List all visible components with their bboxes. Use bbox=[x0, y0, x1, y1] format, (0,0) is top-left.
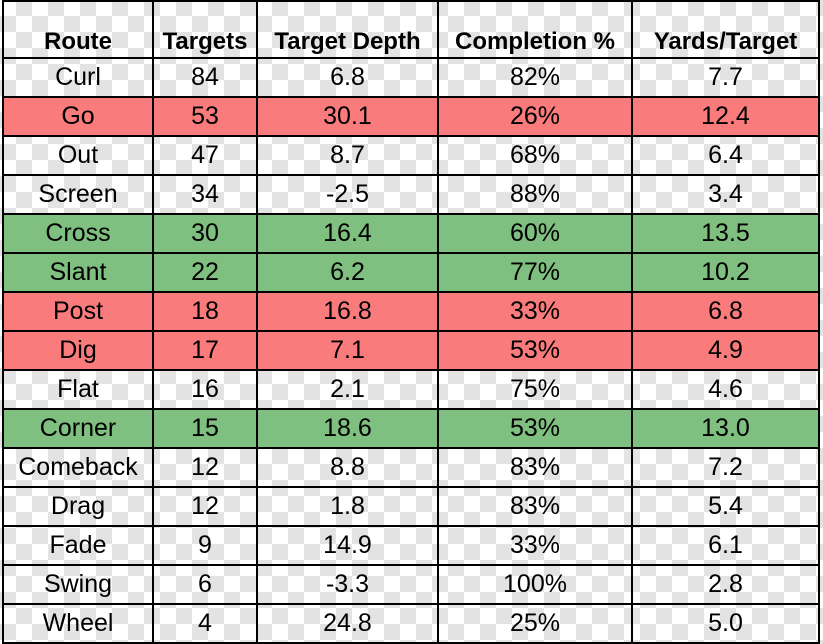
yards-per-target-cell: 2.8 bbox=[631, 564, 820, 605]
table-row: Post 18 16.8 33% 6.8 bbox=[2, 291, 820, 332]
table-row: Dig 17 7.1 53% 4.9 bbox=[2, 330, 820, 371]
route-cell: Post bbox=[2, 291, 154, 332]
table-row: Wheel 4 24.8 25% 5.0 bbox=[2, 603, 820, 644]
header-targets: Targets bbox=[152, 0, 258, 59]
targets-cell: 30 bbox=[152, 213, 258, 254]
route-cell: Slant bbox=[2, 252, 154, 293]
table-row: Slant 22 6.2 77% 10.2 bbox=[2, 252, 820, 293]
route-cell: Drag bbox=[2, 486, 154, 527]
completion-cell: 82% bbox=[437, 57, 633, 98]
yards-per-target-cell: 13.0 bbox=[631, 408, 820, 449]
completion-cell: 26% bbox=[437, 96, 633, 137]
depth-cell: 14.9 bbox=[256, 525, 439, 566]
targets-cell: 4 bbox=[152, 603, 258, 644]
table-row: Fade 9 14.9 33% 6.1 bbox=[2, 525, 820, 566]
completion-cell: 68% bbox=[437, 135, 633, 176]
yards-per-target-cell: 3.4 bbox=[631, 174, 820, 215]
yards-per-target-cell: 5.4 bbox=[631, 486, 820, 527]
yards-per-target-cell: 7.2 bbox=[631, 447, 820, 488]
completion-cell: 77% bbox=[437, 252, 633, 293]
table-row: Swing 6 -3.3 100% 2.8 bbox=[2, 564, 820, 605]
targets-cell: 9 bbox=[152, 525, 258, 566]
depth-cell: 7.1 bbox=[256, 330, 439, 371]
targets-cell: 16 bbox=[152, 369, 258, 410]
route-cell: Out bbox=[2, 135, 154, 176]
header-yards-per-target: Yards/Target bbox=[631, 0, 820, 59]
completion-cell: 83% bbox=[437, 447, 633, 488]
targets-cell: 15 bbox=[152, 408, 258, 449]
table-row: Corner 15 18.6 53% 13.0 bbox=[2, 408, 820, 449]
route-cell: Fade bbox=[2, 525, 154, 566]
depth-cell: 8.8 bbox=[256, 447, 439, 488]
targets-cell: 18 bbox=[152, 291, 258, 332]
table-body: Curl 84 6.8 82% 7.7 Go 53 30.1 26% 12.4 Out 47 8.7 68… bbox=[2, 57, 820, 644]
table-row: Screen 34 -2.5 88% 3.4 bbox=[2, 174, 820, 215]
depth-cell: -3.3 bbox=[256, 564, 439, 605]
yards-per-target-cell: 13.5 bbox=[631, 213, 820, 254]
route-cell: Dig bbox=[2, 330, 154, 371]
route-cell: Swing bbox=[2, 564, 154, 605]
route-cell: Flat bbox=[2, 369, 154, 410]
targets-cell: 17 bbox=[152, 330, 258, 371]
depth-cell: 16.8 bbox=[256, 291, 439, 332]
depth-cell: 1.8 bbox=[256, 486, 439, 527]
targets-cell: 6 bbox=[152, 564, 258, 605]
route-cell: Cross bbox=[2, 213, 154, 254]
completion-cell: 25% bbox=[437, 603, 633, 644]
route-cell: Screen bbox=[2, 174, 154, 215]
header-route: Route bbox=[2, 0, 154, 59]
yards-per-target-cell: 7.7 bbox=[631, 57, 820, 98]
yards-per-target-cell: 6.4 bbox=[631, 135, 820, 176]
completion-cell: 83% bbox=[437, 486, 633, 527]
depth-cell: 18.6 bbox=[256, 408, 439, 449]
table-row: Cross 30 16.4 60% 13.5 bbox=[2, 213, 820, 254]
route-cell: Wheel bbox=[2, 603, 154, 644]
table-row: Out 47 8.7 68% 6.4 bbox=[2, 135, 820, 176]
header-row: Route Targets Target Depth Completion % … bbox=[2, 0, 820, 59]
yards-per-target-cell: 4.9 bbox=[631, 330, 820, 371]
yards-per-target-cell: 5.0 bbox=[631, 603, 820, 644]
yards-per-target-cell: 10.2 bbox=[631, 252, 820, 293]
route-cell: Corner bbox=[2, 408, 154, 449]
completion-cell: 88% bbox=[437, 174, 633, 215]
route-cell: Curl bbox=[2, 57, 154, 98]
completion-cell: 60% bbox=[437, 213, 633, 254]
yards-per-target-cell: 12.4 bbox=[631, 96, 820, 137]
route-cell: Comeback bbox=[2, 447, 154, 488]
targets-cell: 47 bbox=[152, 135, 258, 176]
table-row: Go 53 30.1 26% 12.4 bbox=[2, 96, 820, 137]
header-target-depth: Target Depth bbox=[256, 0, 439, 59]
completion-cell: 53% bbox=[437, 408, 633, 449]
table-row: Flat 16 2.1 75% 4.6 bbox=[2, 369, 820, 410]
table-row: Comeback 12 8.8 83% 7.2 bbox=[2, 447, 820, 488]
targets-cell: 12 bbox=[152, 447, 258, 488]
yards-per-target-cell: 4.6 bbox=[631, 369, 820, 410]
completion-cell: 100% bbox=[437, 564, 633, 605]
depth-cell: 6.8 bbox=[256, 57, 439, 98]
table-row: Curl 84 6.8 82% 7.7 bbox=[2, 57, 820, 98]
depth-cell: 30.1 bbox=[256, 96, 439, 137]
completion-cell: 53% bbox=[437, 330, 633, 371]
yards-per-target-cell: 6.1 bbox=[631, 525, 820, 566]
route-cell: Go bbox=[2, 96, 154, 137]
targets-cell: 12 bbox=[152, 486, 258, 527]
depth-cell: 6.2 bbox=[256, 252, 439, 293]
depth-cell: -2.5 bbox=[256, 174, 439, 215]
depth-cell: 2.1 bbox=[256, 369, 439, 410]
depth-cell: 16.4 bbox=[256, 213, 439, 254]
completion-cell: 33% bbox=[437, 525, 633, 566]
completion-cell: 33% bbox=[437, 291, 633, 332]
table-row: Drag 12 1.8 83% 5.4 bbox=[2, 486, 820, 527]
targets-cell: 53 bbox=[152, 96, 258, 137]
header-completion: Completion % bbox=[437, 0, 633, 59]
targets-cell: 84 bbox=[152, 57, 258, 98]
targets-cell: 34 bbox=[152, 174, 258, 215]
yards-per-target-cell: 6.8 bbox=[631, 291, 820, 332]
completion-cell: 75% bbox=[437, 369, 633, 410]
targets-cell: 22 bbox=[152, 252, 258, 293]
depth-cell: 8.7 bbox=[256, 135, 439, 176]
depth-cell: 24.8 bbox=[256, 603, 439, 644]
